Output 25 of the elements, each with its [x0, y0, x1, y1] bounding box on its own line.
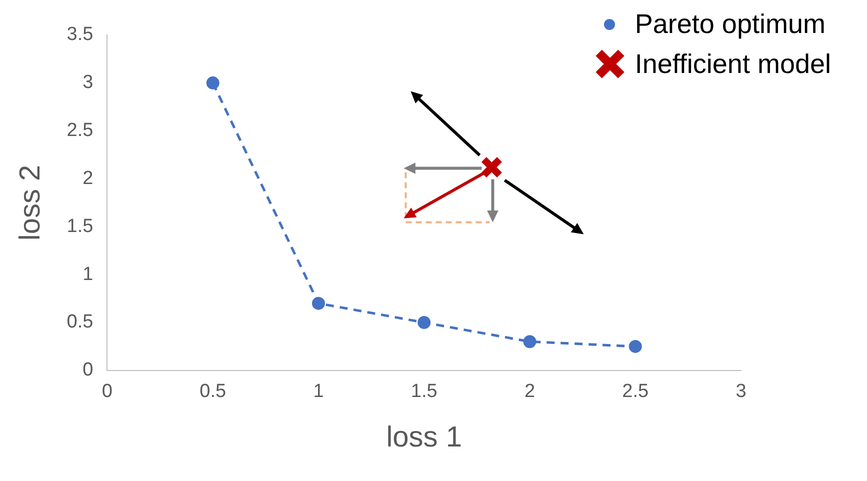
- point: [312, 296, 325, 310]
- x-tick-label: 2.5: [622, 381, 649, 402]
- x-tick-label: 2: [524, 381, 536, 402]
- x-tick-label: 0: [102, 381, 112, 402]
- y-tick-label: 2.5: [66, 120, 94, 142]
- y-tick-label: 3.5: [66, 24, 94, 46]
- y-tick-label: 0: [82, 360, 94, 381]
- point: [523, 335, 536, 348]
- point: [628, 340, 642, 353]
- y-tick-label: 2: [82, 168, 94, 189]
- y-tick-label: 1.5: [66, 216, 94, 237]
- y-tick-label: 3: [82, 72, 94, 94]
- point: [418, 316, 431, 329]
- x-tick-label: 1: [313, 381, 324, 402]
- point: [206, 76, 220, 90]
- point: [480, 156, 503, 179]
- y-tick-label: 0.5: [66, 312, 94, 333]
- y-tick-label: 1: [82, 264, 94, 285]
- x-tick-label: 3: [736, 381, 746, 402]
- x-tick-label: 1.5: [410, 381, 438, 402]
- y-axis-title: loss 2: [14, 164, 46, 241]
- legend-label: Inefficient model: [634, 48, 831, 80]
- x-axis-title: loss 1: [386, 422, 462, 454]
- x-tick-label: 0.5: [200, 381, 226, 402]
- legend-label: Pareto optimum: [634, 8, 826, 40]
